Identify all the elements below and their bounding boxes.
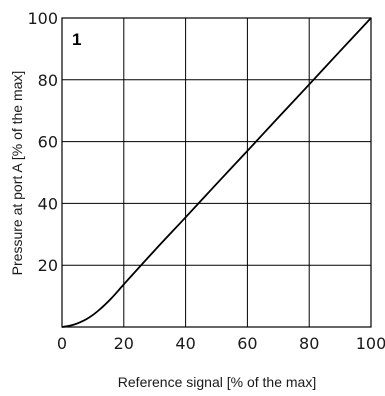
grid xyxy=(62,18,371,327)
y-tick-label-60: 60 xyxy=(38,133,58,152)
data-series xyxy=(61,17,372,328)
panel-label: 1 xyxy=(72,30,81,49)
x-tick-labels: 0 20 40 60 80 100 xyxy=(57,334,385,353)
x-axis-title: Reference signal [% of the max] xyxy=(118,374,316,390)
y-tick-label-100: 100 xyxy=(27,9,58,28)
series-line-0 xyxy=(61,17,372,328)
x-tick-label-40: 40 xyxy=(175,334,195,353)
y-axis-title: Pressure at port A [% of the max] xyxy=(9,71,25,276)
x-tick-label-20: 20 xyxy=(114,334,134,353)
y-tick-label-40: 40 xyxy=(38,194,58,213)
x-tick-label-100: 100 xyxy=(356,334,385,353)
x-tick-label-0: 0 xyxy=(57,334,67,353)
y-tick-label-20: 20 xyxy=(38,256,58,275)
x-tick-label-60: 60 xyxy=(237,334,257,353)
y-tick-label-80: 80 xyxy=(38,71,58,90)
y-tick-labels: 20 40 60 80 100 xyxy=(27,9,58,275)
plot-border xyxy=(61,17,372,328)
x-tick-label-80: 80 xyxy=(299,334,319,353)
plot-frame xyxy=(61,17,372,328)
